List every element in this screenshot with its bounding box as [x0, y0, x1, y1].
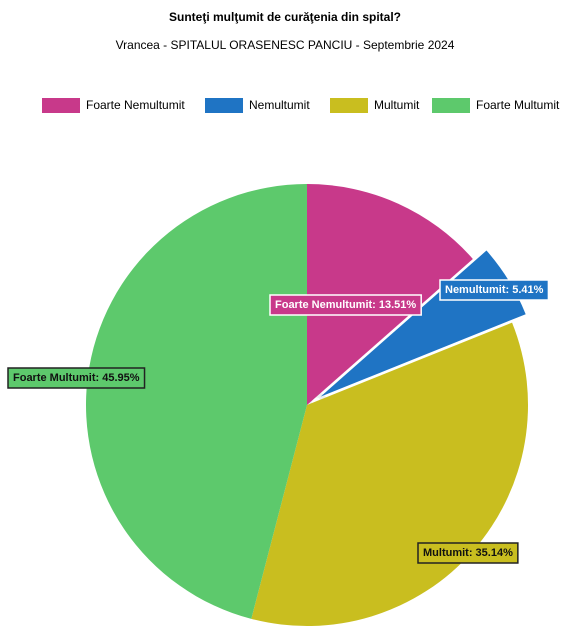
legend-swatch	[205, 98, 243, 113]
data-label: Foarte Nemultumit: 13.51%	[275, 299, 416, 311]
data-label-box	[439, 279, 550, 301]
chart-title: Sunteţi mulţumit de curăţenia din spital…	[169, 10, 401, 24]
data-label: Foarte Multumit: 45.95%	[13, 372, 140, 384]
data-label-box	[269, 294, 422, 316]
data-label: Nemultumit: 5.41%	[445, 284, 544, 296]
legend-label: Nemultumit	[249, 98, 310, 112]
data-label-box	[417, 542, 519, 564]
legend-swatch	[42, 98, 80, 113]
pie-slice	[85, 184, 307, 619]
legend-swatch	[330, 98, 368, 113]
data-label: Multumit: 35.14%	[423, 547, 513, 559]
legend-swatch	[432, 98, 470, 113]
data-label-box	[7, 367, 146, 389]
legend-label: Foarte Multumit	[476, 98, 560, 112]
chart-subtitle: Vrancea - SPITALUL ORASENESC PANCIU - Se…	[116, 38, 455, 52]
legend-label: Multumit	[374, 98, 420, 112]
legend-label: Foarte Nemultumit	[86, 98, 185, 112]
